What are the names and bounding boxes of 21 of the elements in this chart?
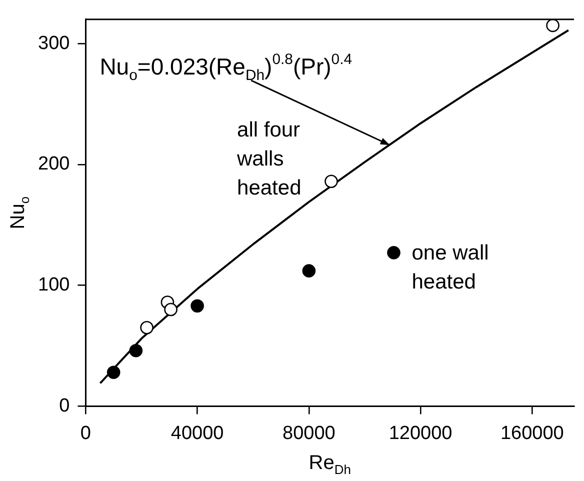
point [140, 320, 154, 334]
y-tick-label: 0 [59, 395, 70, 416]
y-tick-label: 300 [38, 32, 70, 54]
point [164, 302, 178, 316]
x-tick-label: 120000 [388, 422, 452, 444]
point [324, 174, 338, 188]
x-tick-label: 160000 [500, 422, 564, 444]
point [106, 366, 120, 380]
series-label: all four walls heated [236, 118, 302, 200]
x-tick-label: 0 [80, 422, 91, 444]
x-tick-label: 40000 [170, 422, 224, 444]
point [302, 264, 316, 278]
point [546, 19, 560, 32]
point [387, 246, 400, 260]
y-tick-label: 100 [38, 274, 70, 296]
x-tick-label: 80000 [282, 422, 336, 444]
y-tick-label: 200 [38, 154, 70, 175]
point [129, 344, 143, 358]
series-label: one wall heated [412, 242, 489, 294]
point [190, 299, 204, 313]
y-axis-title: Nuo [7, 196, 32, 230]
